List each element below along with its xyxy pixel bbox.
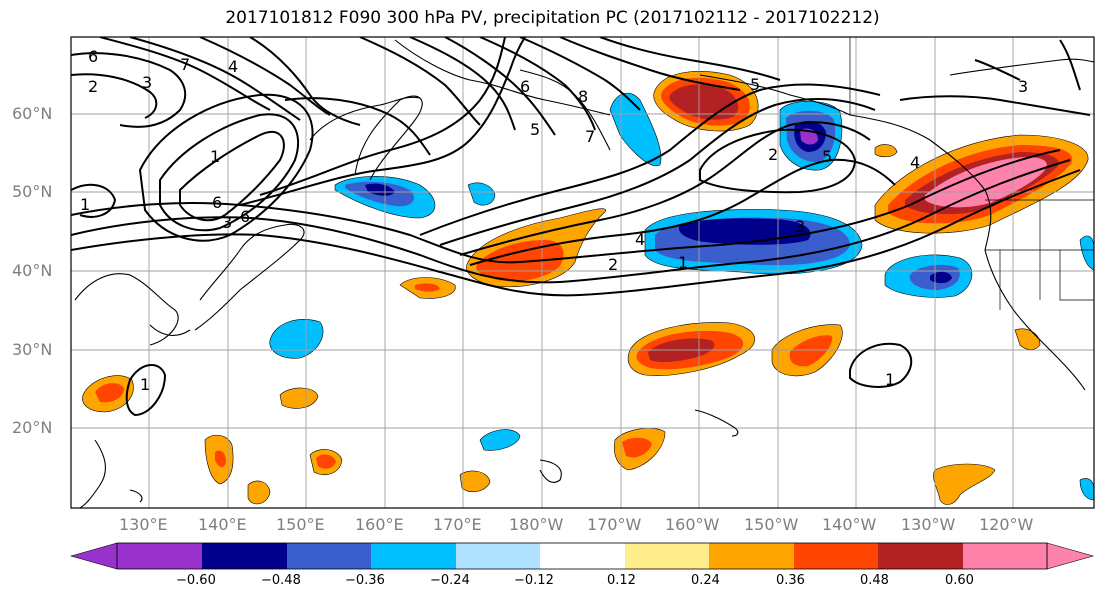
lon-label: 170°W (587, 515, 642, 534)
contour-label: 8 (578, 87, 588, 106)
colorbar-swatch (456, 543, 540, 569)
contour-label: 2 (768, 145, 778, 164)
colorbar-tick-label: −0.24 (430, 573, 470, 588)
colorbar-tick-label: −0.12 (514, 573, 554, 588)
contour-label: 4 (228, 57, 238, 76)
lat-label: 40°N (12, 261, 53, 280)
lat-label: 50°N (12, 182, 53, 201)
colorbar-swatch (878, 543, 963, 569)
contour-label: 5 (750, 75, 760, 94)
colorbar-swatch (540, 543, 625, 569)
contour-label: 6 (240, 207, 250, 226)
colorbar-tick-label: 0.60 (945, 573, 974, 588)
colorbar-swatch (287, 543, 371, 569)
contour-label: 3 (1018, 77, 1028, 96)
lon-label: 140°W (822, 515, 877, 534)
contour-label: 6 (520, 77, 530, 96)
colorbar-swatch (625, 543, 709, 569)
lon-label: 160°W (665, 515, 720, 534)
colorbar-swatch (117, 543, 202, 569)
colorbar-swatch (794, 543, 878, 569)
contour-label: 1 (140, 375, 150, 394)
map-title: 2017101812 F090 300 hPa PV, precipitatio… (225, 8, 880, 28)
colorbar-extend-high (1046, 542, 1095, 570)
lat-label: 30°N (12, 340, 53, 359)
contour-label: 6 (88, 47, 98, 66)
colorbar-tick-label: 0.24 (691, 573, 720, 588)
contour-label: 3 (795, 217, 805, 236)
colorbar-swatch (709, 543, 794, 569)
colorbar-tick-label: 0.48 (860, 573, 889, 588)
contour-label: 7 (180, 55, 190, 74)
colorbar-tick-label: −0.60 (176, 573, 216, 588)
colorbar-swatch (963, 543, 1047, 569)
colorbar-tick-label: 0.12 (607, 573, 636, 588)
colorbar-tick-label: −0.36 (345, 573, 385, 588)
contour-label: 5 (822, 147, 832, 166)
contour-label: 1 (210, 147, 220, 166)
contour-label: 5 (530, 120, 540, 139)
colorbar-swatch (371, 543, 456, 569)
contour-label: 4 (910, 153, 920, 172)
colorbar-extend-low (69, 542, 118, 570)
contour-label: 1 (678, 253, 688, 272)
map-frame (70, 36, 1095, 509)
lon-label: 160°E (355, 515, 404, 534)
contour-labels: 6 3 7 4 2 1 6 3 6 1 8 7 5 6 5 4 3 4 2 1 … (80, 47, 1028, 394)
contour-label: 7 (585, 127, 595, 146)
lon-label: 150°W (744, 515, 799, 534)
contour-label: 1 (80, 195, 90, 214)
contour-label: 4 (635, 230, 645, 249)
colorbar (69, 542, 1095, 570)
lon-label: 130°E (119, 515, 168, 534)
contour-label: 3 (222, 213, 232, 232)
contour-label: 3 (142, 73, 152, 92)
lon-label: 170°E (433, 515, 482, 534)
contour-label: 6 (212, 193, 222, 212)
contour-label: 1 (885, 370, 895, 389)
contour-label: 2 (88, 77, 98, 96)
lon-label: 130°W (901, 515, 956, 534)
colorbar-tick-label: −0.48 (261, 573, 301, 588)
lon-label: 150°E (276, 515, 325, 534)
contour-label: 2 (608, 255, 618, 274)
lon-label: 120°W (979, 515, 1034, 534)
lon-label: 140°E (198, 515, 247, 534)
coastlines (74, 39, 1094, 508)
pv-contours (71, 37, 1091, 417)
lat-label: 20°N (12, 418, 53, 437)
colorbar-tick-label: 0.36 (776, 573, 805, 588)
colorbar-swatch (202, 543, 287, 569)
lon-label: 180°W (509, 515, 564, 534)
lat-label: 60°N (12, 104, 53, 123)
